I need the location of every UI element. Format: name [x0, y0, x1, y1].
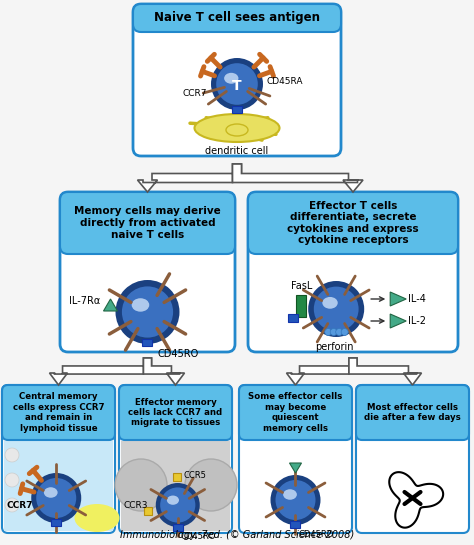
Text: IL-2: IL-2 [408, 316, 426, 326]
Circle shape [275, 480, 316, 520]
Ellipse shape [224, 73, 238, 84]
FancyBboxPatch shape [133, 4, 341, 32]
Text: Some effector cells
may become
quiescent
memory cells: Some effector cells may become quiescent… [248, 392, 343, 433]
FancyBboxPatch shape [248, 192, 458, 352]
Text: CCR7: CCR7 [182, 89, 207, 99]
Text: Immunobiology, 7ed. (© Garland Science 2008): Immunobiology, 7ed. (© Garland Science 2… [120, 530, 354, 540]
Polygon shape [389, 472, 443, 528]
Circle shape [185, 459, 237, 511]
Bar [288, 314, 298, 322]
Text: perforin: perforin [315, 342, 354, 352]
Ellipse shape [167, 495, 179, 505]
Text: Effector T cells
differentiate, secrete
cytokines and express
cytokine receptors: Effector T cells differentiate, secrete … [287, 201, 419, 245]
FancyBboxPatch shape [356, 385, 469, 440]
Bar [232, 106, 242, 113]
Circle shape [36, 478, 76, 518]
Text: T: T [232, 79, 242, 93]
Bar [144, 507, 152, 515]
Polygon shape [349, 358, 421, 385]
FancyBboxPatch shape [133, 4, 341, 156]
Ellipse shape [74, 504, 119, 532]
Circle shape [115, 459, 167, 511]
Circle shape [308, 281, 364, 337]
Ellipse shape [322, 297, 338, 308]
Text: dendritic cell: dendritic cell [205, 146, 269, 156]
Text: Central memory
cells express CCR7
and remain in
lymphoid tissue: Central memory cells express CCR7 and re… [13, 392, 104, 433]
FancyBboxPatch shape [119, 385, 232, 533]
Polygon shape [286, 358, 357, 385]
Polygon shape [390, 292, 406, 306]
Text: CCR5: CCR5 [184, 470, 207, 480]
Text: Effector memory
cells lack CCR7 and
migrate to tissues: Effector memory cells lack CCR7 and migr… [128, 398, 223, 427]
Bar [173, 524, 183, 531]
Circle shape [314, 287, 359, 331]
Circle shape [336, 329, 343, 336]
Text: IL-7Rα: IL-7Rα [69, 296, 100, 306]
Ellipse shape [226, 124, 248, 136]
Text: IL-4: IL-4 [408, 294, 426, 304]
Text: Naive T cell sees antigen: Naive T cell sees antigen [154, 11, 320, 25]
Text: CCR3: CCR3 [124, 500, 148, 510]
FancyBboxPatch shape [119, 385, 232, 440]
Circle shape [211, 58, 263, 110]
FancyBboxPatch shape [60, 192, 235, 254]
FancyBboxPatch shape [239, 385, 352, 440]
Ellipse shape [194, 114, 280, 142]
Bar [121, 441, 230, 531]
Circle shape [156, 483, 200, 527]
Bar [51, 519, 61, 526]
Text: CD45RA: CD45RA [267, 77, 303, 87]
Text: FasL: FasL [291, 281, 312, 291]
Polygon shape [103, 299, 118, 311]
Circle shape [31, 473, 81, 523]
Circle shape [116, 280, 180, 344]
Polygon shape [233, 164, 363, 192]
Ellipse shape [132, 298, 149, 312]
Ellipse shape [5, 498, 19, 512]
Polygon shape [290, 463, 301, 473]
Circle shape [160, 487, 195, 523]
Text: CD45RO: CD45RO [299, 530, 334, 539]
FancyBboxPatch shape [356, 385, 469, 533]
Polygon shape [137, 164, 241, 192]
Ellipse shape [5, 448, 19, 462]
Circle shape [122, 287, 173, 337]
Circle shape [341, 329, 348, 336]
Bar [4, 441, 113, 531]
Text: Most effector cells
die after a few days: Most effector cells die after a few days [364, 403, 461, 422]
Ellipse shape [5, 473, 19, 487]
Circle shape [330, 329, 337, 336]
Circle shape [271, 475, 320, 525]
Bar [143, 339, 153, 346]
Bar [173, 473, 181, 481]
Text: CD45RO: CD45RO [181, 532, 216, 541]
FancyBboxPatch shape [2, 385, 115, 533]
Ellipse shape [44, 487, 58, 498]
Text: CCR7: CCR7 [7, 500, 34, 510]
Ellipse shape [283, 489, 297, 500]
FancyBboxPatch shape [239, 385, 352, 533]
Text: CD45RO: CD45RO [157, 349, 199, 359]
Bar [296, 295, 306, 317]
FancyBboxPatch shape [248, 192, 458, 254]
Polygon shape [49, 358, 152, 385]
Text: Memory cells may derive
directly from activated
naive T cells: Memory cells may derive directly from ac… [74, 207, 221, 240]
Circle shape [216, 63, 258, 105]
Polygon shape [390, 314, 406, 328]
Polygon shape [144, 358, 184, 385]
Circle shape [325, 329, 332, 336]
FancyBboxPatch shape [60, 192, 235, 352]
FancyBboxPatch shape [2, 385, 115, 440]
Bar [291, 521, 301, 528]
